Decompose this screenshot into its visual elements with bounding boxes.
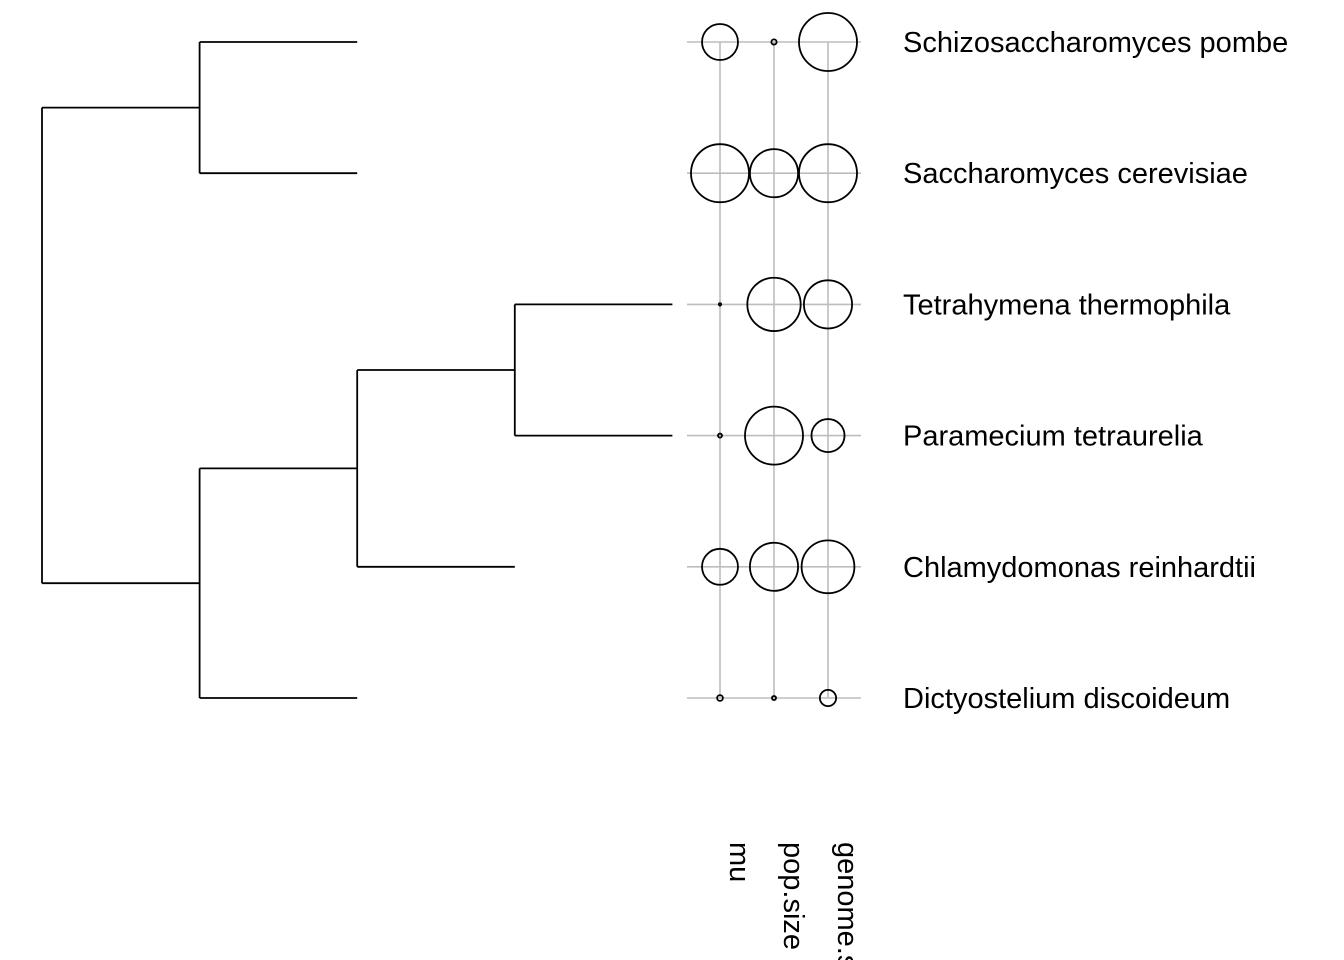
trait-bubbles <box>690 12 858 708</box>
trait-bubble <box>749 541 799 592</box>
taxon-label: Schizosaccharomyces pombe <box>903 27 1288 59</box>
taxon-label: Dictyostelium discoideum <box>903 683 1230 715</box>
phylogenetic-tree <box>41 41 673 699</box>
taxon-label: Saccharomyces cerevisiae <box>903 158 1248 190</box>
trait-label: genome.size <box>831 842 863 960</box>
trait-bubble <box>803 279 853 330</box>
trait-bubble <box>770 38 778 46</box>
trait-bubble <box>744 405 804 466</box>
taxon-labels: Schizosaccharomyces pombe Saccharomyces … <box>903 27 1288 715</box>
taxon-label: Tetrahymena thermophila <box>903 289 1231 321</box>
trait-labels: mu pop.size genome.size <box>723 842 863 960</box>
trait-bubble <box>690 143 750 204</box>
trait-bubble <box>818 688 838 708</box>
trait-bubble <box>717 302 723 307</box>
trait-bubble <box>749 148 799 199</box>
taxon-label: Paramecium tetraurelia <box>903 421 1204 453</box>
trait-bubble <box>701 23 739 61</box>
trait-label: pop.size <box>777 842 809 950</box>
trait-gridlines <box>687 41 861 699</box>
trait-bubble <box>771 695 777 701</box>
trait-label: mu <box>723 842 755 882</box>
trait-bubble <box>798 12 858 72</box>
trait-bubble <box>717 432 723 439</box>
trait-bubble <box>798 143 858 204</box>
trait-bubble <box>810 418 846 454</box>
trait-bubble <box>716 694 724 702</box>
trait-bubble <box>701 547 739 586</box>
taxon-label: Chlamydomonas reinhardtii <box>903 552 1256 584</box>
trait-bubble <box>800 539 856 595</box>
trait-bubble <box>746 276 802 332</box>
